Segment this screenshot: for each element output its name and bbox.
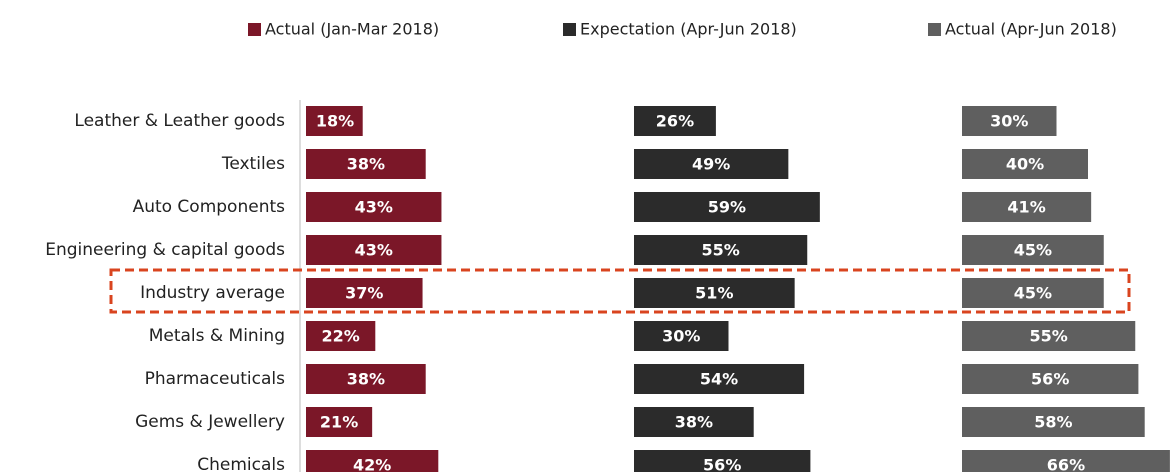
bar xyxy=(306,235,442,265)
value-label: 30% xyxy=(990,112,1028,131)
value-label: 42% xyxy=(353,456,391,472)
value-label: 49% xyxy=(692,155,730,174)
category-label: Engineering & capital goods xyxy=(45,240,285,260)
bar xyxy=(962,149,1088,179)
value-label: 37% xyxy=(345,284,383,303)
value-label: 66% xyxy=(1047,456,1085,472)
bar xyxy=(306,450,439,472)
bar xyxy=(962,407,1145,437)
value-label: 21% xyxy=(320,413,358,432)
bar xyxy=(306,278,423,308)
bar xyxy=(306,407,373,437)
value-label: 38% xyxy=(347,370,385,389)
bar xyxy=(962,364,1139,394)
bar xyxy=(634,450,811,472)
bar xyxy=(634,321,729,351)
value-label: 55% xyxy=(701,241,739,260)
category-label: Pharmaceuticals xyxy=(145,369,286,389)
value-label: 43% xyxy=(355,198,393,217)
bar xyxy=(962,235,1104,265)
value-label: 43% xyxy=(355,241,393,260)
value-label: 38% xyxy=(347,155,385,174)
value-label: 22% xyxy=(322,327,360,346)
legend-swatch xyxy=(563,23,576,36)
value-label: 51% xyxy=(695,284,733,303)
bar xyxy=(634,364,805,394)
value-label: 59% xyxy=(708,198,746,217)
value-label: 54% xyxy=(700,370,738,389)
bar xyxy=(634,407,754,437)
value-label: 56% xyxy=(1031,370,1069,389)
bar xyxy=(306,106,363,136)
category-label: Leather & Leather goods xyxy=(74,111,285,131)
value-label: 56% xyxy=(703,456,741,472)
bar xyxy=(634,106,716,136)
category-label: Metals & Mining xyxy=(149,326,285,346)
bar xyxy=(634,192,820,222)
bar xyxy=(306,149,426,179)
category-label: Auto Components xyxy=(133,197,286,217)
legend-label: Actual (Jan-Mar 2018) xyxy=(265,20,439,39)
value-label: 41% xyxy=(1007,198,1045,217)
bar xyxy=(962,278,1104,308)
bar xyxy=(962,450,1170,472)
bar xyxy=(634,278,795,308)
value-label: 18% xyxy=(316,112,354,131)
highlight-box xyxy=(109,268,1131,314)
value-label: 45% xyxy=(1014,284,1052,303)
legend-swatch xyxy=(928,23,941,36)
legend-label: Expectation (Apr-Jun 2018) xyxy=(580,20,797,39)
legend-label: Actual (Apr-Jun 2018) xyxy=(945,20,1117,39)
category-label: Chemicals xyxy=(197,455,285,472)
bar xyxy=(962,106,1057,136)
value-label: 45% xyxy=(1014,241,1052,260)
bar xyxy=(306,192,442,222)
value-label: 58% xyxy=(1034,413,1072,432)
bar xyxy=(634,235,808,265)
category-label: Industry average xyxy=(140,283,285,303)
bar xyxy=(306,321,376,351)
value-label: 55% xyxy=(1029,327,1067,346)
bar xyxy=(634,149,789,179)
bar xyxy=(306,364,426,394)
value-label: 40% xyxy=(1006,155,1044,174)
category-label: Gems & Jewellery xyxy=(135,412,285,432)
value-label: 26% xyxy=(656,112,694,131)
bar xyxy=(962,321,1136,351)
value-label: 38% xyxy=(675,413,713,432)
bar xyxy=(962,192,1092,222)
category-label: Textiles xyxy=(221,154,285,174)
legend-swatch xyxy=(248,23,261,36)
value-label: 30% xyxy=(662,327,700,346)
